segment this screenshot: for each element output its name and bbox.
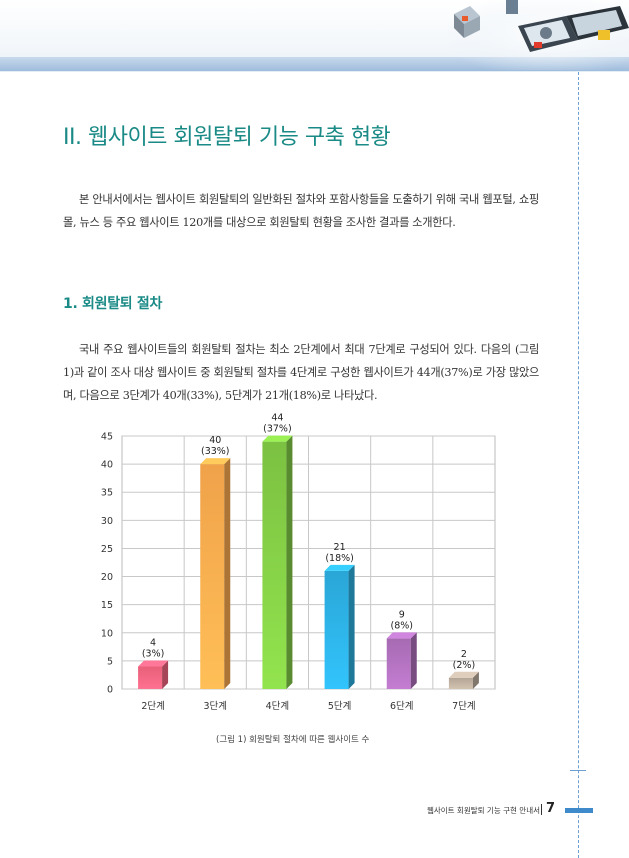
bar-front <box>324 570 349 689</box>
bar-side <box>286 435 293 689</box>
section-title: II. 웹사이트 회원탈퇴 기능 구축 현황 <box>63 125 391 150</box>
bar-percent-label: (3%) <box>142 649 164 660</box>
header-illustration <box>448 0 629 70</box>
bar-front <box>200 464 225 689</box>
bar-top <box>386 632 417 639</box>
footer-separator <box>541 804 542 815</box>
bar-top <box>448 671 479 678</box>
bar-value-label: 40 <box>209 435 221 446</box>
y-tick-label: 35 <box>101 488 113 499</box>
bar-side <box>348 564 355 689</box>
bar-side <box>410 632 417 689</box>
figure-caption: (그림 1) 회원탈퇴 절차에 따른 웹사이트 수 <box>216 735 370 745</box>
bar-top <box>200 458 231 465</box>
bar-top <box>138 660 169 667</box>
y-tick-label: 5 <box>107 656 113 667</box>
bar-percent-label: (18%) <box>325 553 354 564</box>
bar-percent-label: (33%) <box>201 446 230 457</box>
x-tick-label: 5단계 <box>328 700 352 712</box>
x-tick-label: 2단계 <box>141 700 165 712</box>
device-icon <box>518 6 629 52</box>
y-tick-label: 0 <box>107 685 113 696</box>
bar-value-label: 4 <box>150 638 156 649</box>
bar-front <box>386 638 411 689</box>
subsection-title: 1. 회원탈퇴 절차 <box>63 296 163 312</box>
y-tick-label: 20 <box>101 572 113 583</box>
page-number: 7 <box>546 801 556 816</box>
bar-top <box>324 564 355 571</box>
bar-side <box>162 660 169 689</box>
footer-guide-name: 웹사이트 회원탈퇴 기능 구현 안내서 <box>426 806 540 815</box>
x-tick-label: 4단계 <box>266 700 290 712</box>
bar-value-label: 21 <box>334 542 346 553</box>
bar-percent-label: (37%) <box>263 424 292 435</box>
y-tick-label: 40 <box>101 460 113 471</box>
margin-dashed-line <box>578 72 579 858</box>
bar-side <box>472 671 479 689</box>
intro-paragraph: 본 안내서에서는 웹사이트 회원탈퇴의 일반화된 절차와 포함사항들을 도출하기… <box>63 193 539 229</box>
bar-value-label: 2 <box>461 649 467 660</box>
bar-front <box>138 666 163 689</box>
y-tick-label: 10 <box>101 628 113 639</box>
bar <box>262 435 293 689</box>
bar-value-label: 9 <box>399 609 405 620</box>
y-tick-label: 25 <box>101 544 113 555</box>
x-tick-label: 6단계 <box>390 700 414 712</box>
bar-side <box>224 458 231 689</box>
chart-bars <box>138 435 479 689</box>
bar-top <box>262 435 293 442</box>
y-tick-label: 30 <box>101 516 113 527</box>
bar-percent-label: (2%) <box>453 660 475 671</box>
bar-front <box>262 441 287 689</box>
bar <box>138 660 169 689</box>
bar-front <box>448 677 473 689</box>
chart-grid <box>121 435 496 690</box>
chart-labels: 4(3%) 40(33%) 44(37%) 21(18%) 9(8%) 2(2%) <box>142 413 475 671</box>
bar-value-label: 44 <box>271 413 283 424</box>
chart-axes: 0 5 10 15 20 25 30 35 40 45 2단계 3단계 4단계 5단계 6단계 7단계 <box>101 432 476 713</box>
bar <box>386 632 417 689</box>
x-tick-label: 3단계 <box>203 700 227 712</box>
cube-icon <box>454 6 480 38</box>
y-tick-label: 45 <box>101 432 113 443</box>
bar <box>448 671 479 689</box>
margin-tick <box>570 770 586 771</box>
bar <box>200 458 231 689</box>
body-paragraph: 국내 주요 웹사이트들의 회원탈퇴 절차는 최소 2단계에서 최대 7단계로 구… <box>63 343 539 402</box>
x-tick-label: 7단계 <box>452 700 476 712</box>
bar <box>324 564 355 689</box>
bar-percent-label: (8%) <box>391 620 413 631</box>
y-tick-label: 15 <box>101 600 113 611</box>
footer-accent-bar <box>565 808 593 813</box>
